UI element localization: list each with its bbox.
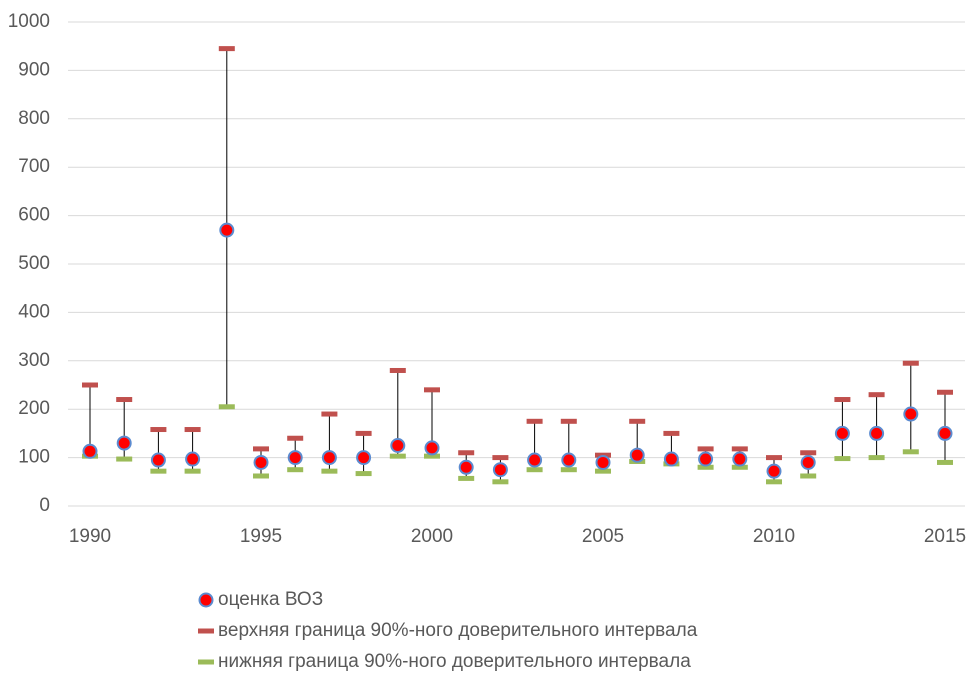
estimate-point <box>150 452 166 468</box>
estimate-point <box>766 463 782 479</box>
estimate-point <box>595 454 611 470</box>
bound-marker <box>526 418 543 424</box>
bound-marker <box>458 450 475 456</box>
bound-marker <box>492 479 509 485</box>
bound-marker <box>424 387 440 393</box>
bound-marker <box>663 430 680 436</box>
bound-marker <box>184 468 201 474</box>
x-tick-label: 2015 <box>924 526 966 547</box>
bound-marker <box>424 453 440 459</box>
y-tick-label: 100 <box>18 447 50 468</box>
estimate-point <box>356 450 372 466</box>
bound-marker <box>355 430 372 436</box>
legend-label: нижняя граница 90%-ного доверительного и… <box>218 651 691 672</box>
bound-marker <box>697 446 714 452</box>
estimate-point <box>287 450 303 466</box>
estimate-point <box>424 440 440 456</box>
estimate-point <box>869 425 885 441</box>
legend-marker <box>198 628 214 634</box>
legend-label: верхняя граница 90%-ного доверительного … <box>218 620 698 641</box>
bound-marker <box>492 455 509 461</box>
bound-marker <box>937 459 953 465</box>
bound-marker <box>458 475 475 481</box>
bound-marker <box>287 435 304 441</box>
bound-marker <box>800 450 817 456</box>
bound-marker <box>253 473 269 479</box>
bound-marker <box>834 456 851 462</box>
bound-marker <box>731 464 748 470</box>
bound-marker <box>868 392 885 398</box>
x-tick-label: 2010 <box>753 526 795 547</box>
bound-marker <box>150 427 167 433</box>
estimate-point <box>732 451 748 467</box>
bound-marker <box>389 453 406 459</box>
bound-marker <box>184 427 201 433</box>
bound-marker <box>560 467 577 473</box>
bound-marker <box>902 449 919 455</box>
bound-marker <box>116 456 133 462</box>
bound-marker <box>150 468 167 474</box>
bound-marker <box>731 446 748 452</box>
estimate-point <box>629 447 645 463</box>
bound-marker <box>218 46 235 52</box>
y-tick-label: 800 <box>18 108 50 129</box>
bound-marker <box>937 389 953 395</box>
estimate-point <box>937 425 953 441</box>
y-tick-label: 600 <box>18 205 50 226</box>
estimate-point <box>698 451 714 467</box>
y-tick-label: 0 <box>39 495 50 516</box>
y-tick-label: 900 <box>18 59 50 80</box>
bound-marker <box>868 455 885 461</box>
x-tick-label: 1995 <box>240 526 282 547</box>
bound-marker <box>595 468 611 474</box>
estimate-point <box>219 222 235 238</box>
estimate-point <box>663 451 679 467</box>
estimate-point <box>903 406 919 422</box>
bound-marker <box>355 471 372 477</box>
bound-marker <box>253 446 269 452</box>
estimate-point <box>185 451 201 467</box>
bound-marker <box>766 455 782 461</box>
bound-marker <box>902 360 919 366</box>
bound-marker <box>766 479 782 485</box>
estimate-point <box>390 438 406 453</box>
estimate-point <box>458 459 474 475</box>
bound-marker <box>321 411 338 417</box>
bound-marker <box>218 404 235 410</box>
y-tick-label: 200 <box>18 398 50 419</box>
estimate-point <box>834 425 850 441</box>
y-tick-label: 500 <box>18 253 50 274</box>
x-tick-label: 1990 <box>69 526 111 547</box>
bound-marker <box>834 397 851 403</box>
legend-marker <box>198 592 214 608</box>
bound-marker <box>629 418 646 424</box>
bound-marker <box>697 464 714 470</box>
bound-marker <box>82 382 98 388</box>
legend-label: оценка ВОЗ <box>218 589 323 610</box>
bound-marker <box>321 468 338 474</box>
estimate-point <box>492 462 508 478</box>
x-tick-label: 2000 <box>411 526 453 547</box>
y-tick-label: 400 <box>18 301 50 322</box>
bound-marker <box>526 467 543 473</box>
legend-marker <box>198 659 214 665</box>
bound-marker <box>116 397 133 403</box>
estimate-point <box>800 454 816 470</box>
estimate-point <box>527 452 543 468</box>
estimate-point <box>116 435 132 451</box>
estimate-point <box>253 454 269 470</box>
y-tick-label: 1000 <box>8 11 50 32</box>
y-tick-label: 300 <box>18 350 50 371</box>
bound-marker <box>389 367 406 373</box>
x-tick-label: 2005 <box>582 526 624 547</box>
bound-marker <box>287 467 304 473</box>
estimate-point <box>82 443 98 459</box>
y-tick-label: 700 <box>18 156 50 177</box>
estimate-point <box>321 450 337 466</box>
bound-marker <box>800 473 817 479</box>
bound-marker <box>560 418 577 424</box>
estimate-point <box>561 452 577 468</box>
